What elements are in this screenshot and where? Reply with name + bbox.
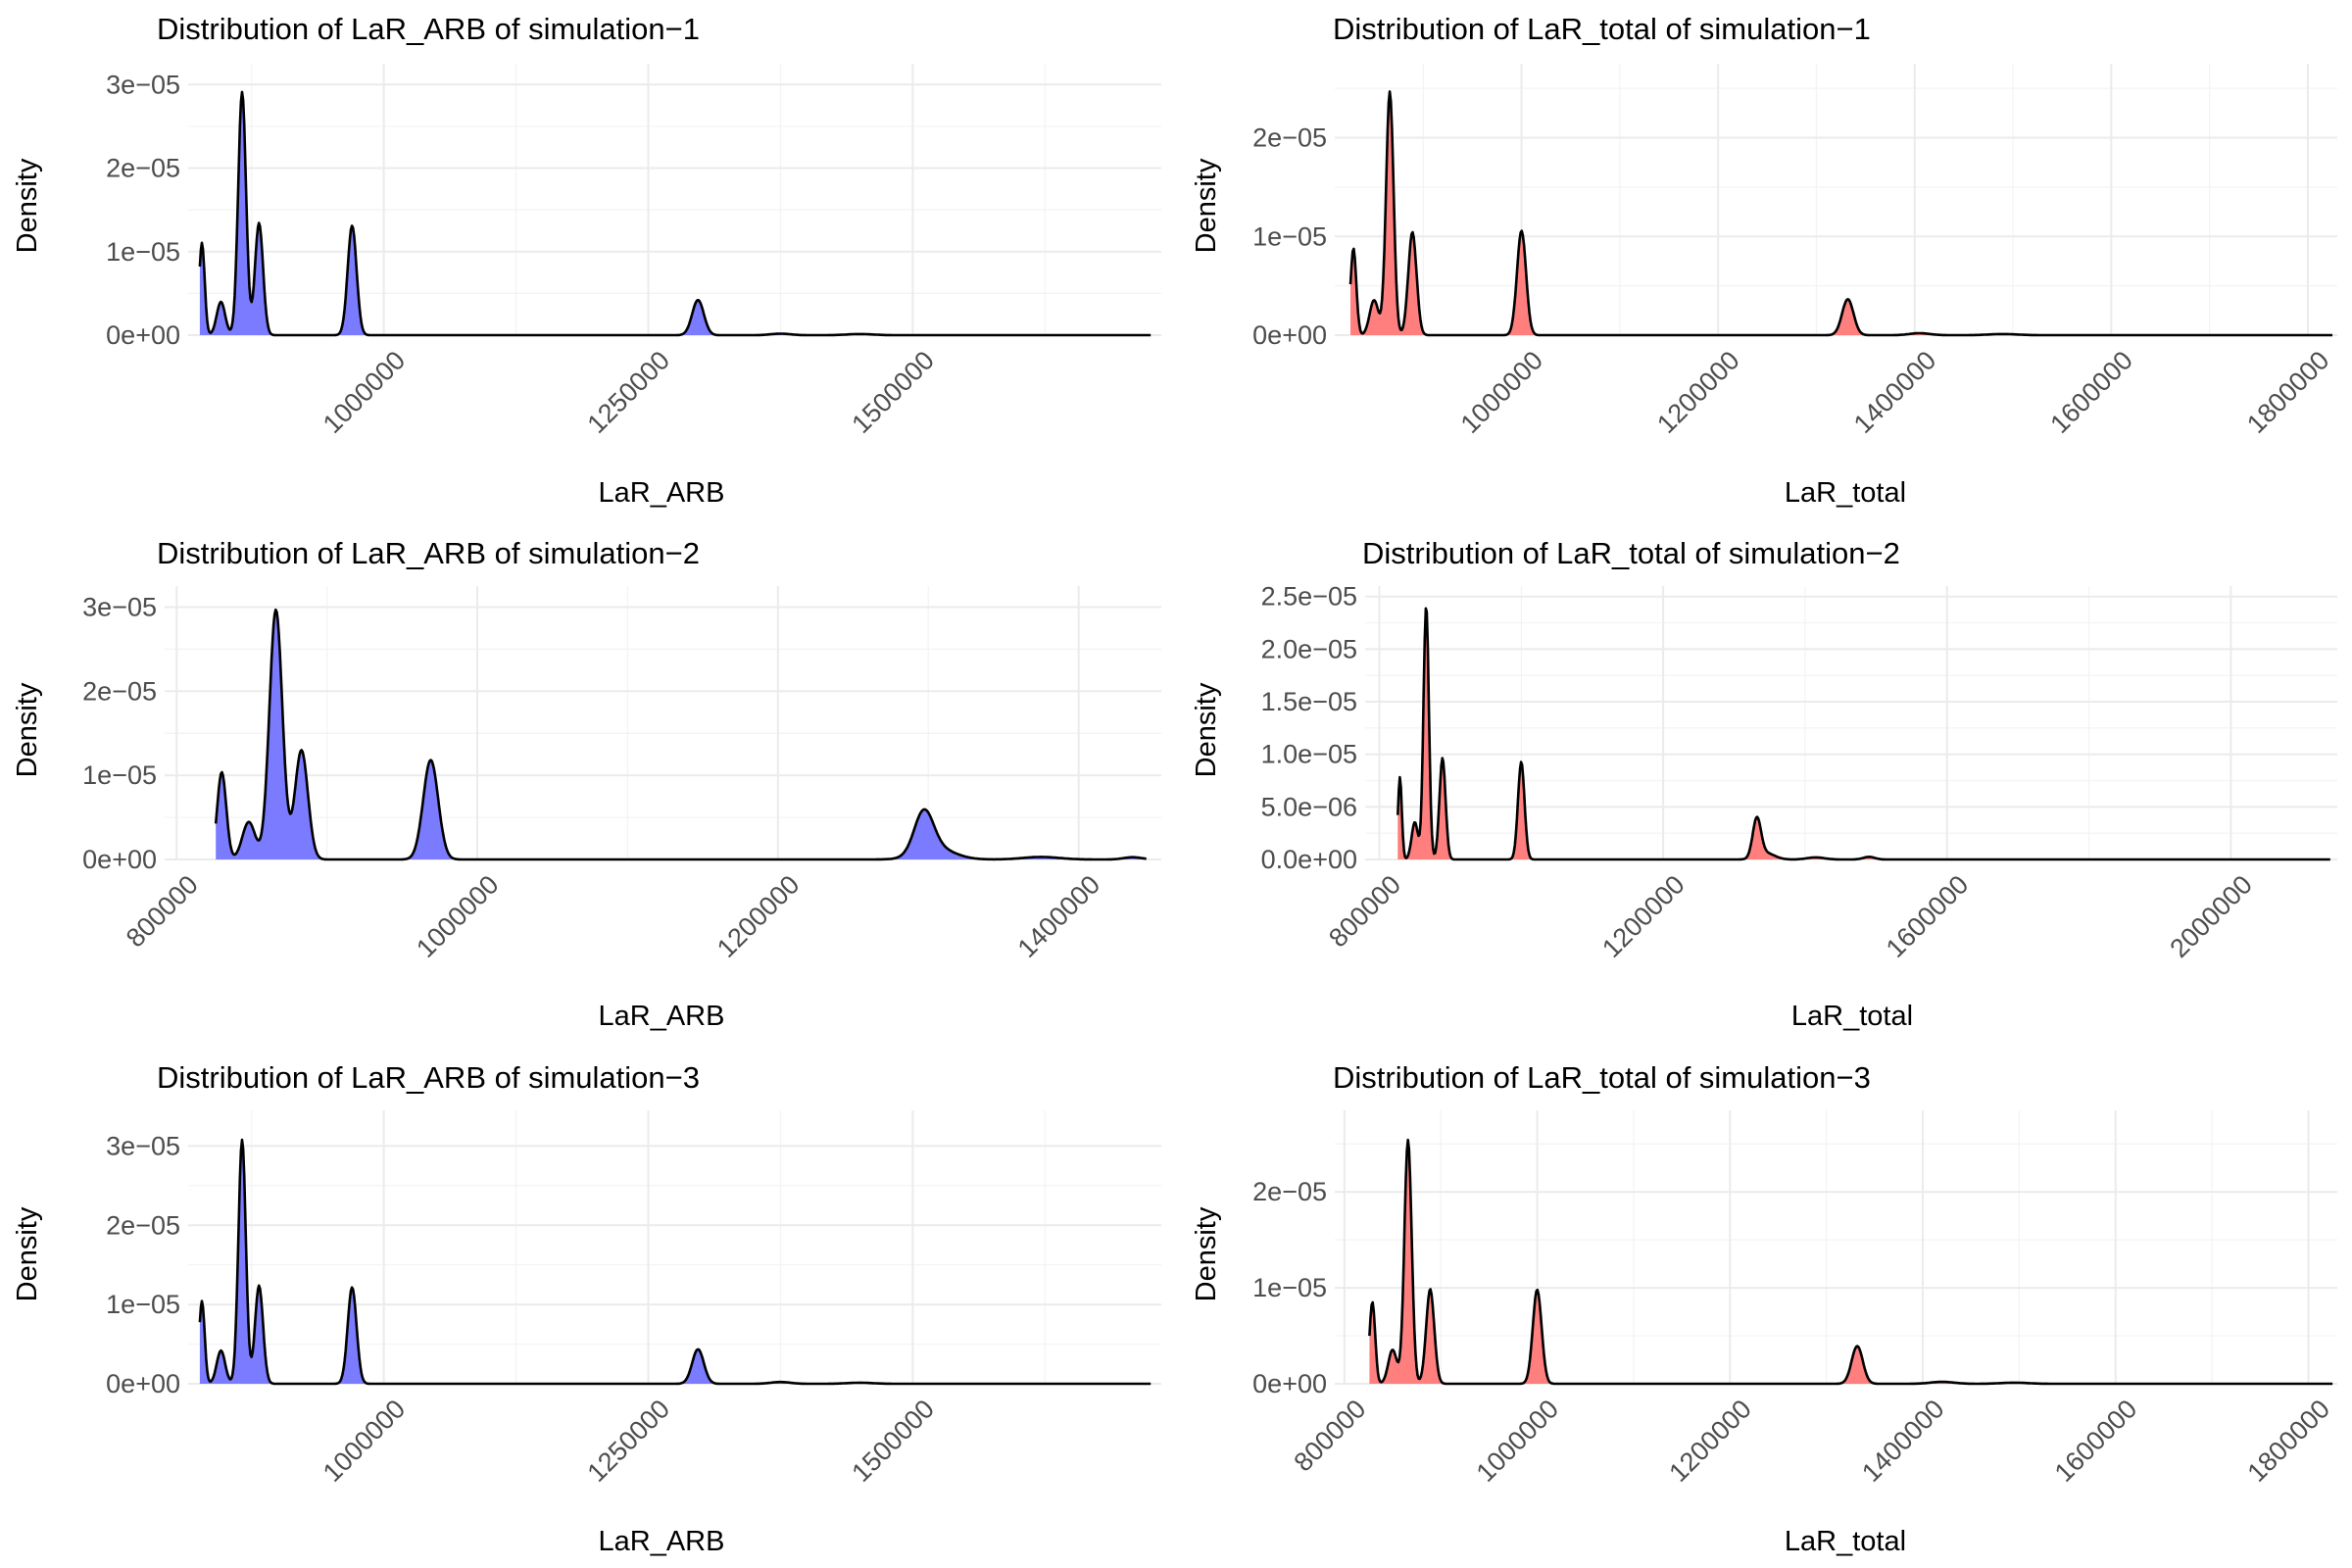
y-tick-label: 2e−05 [1252, 1177, 1327, 1206]
density-line [1368, 1138, 2333, 1386]
y-axis-title: Density [1191, 158, 1222, 253]
panel-title: Distribution of LaR_total of simulation−… [1333, 1060, 1871, 1095]
x-axis-title: LaR_ARB [599, 477, 725, 509]
density-line [1348, 90, 2333, 337]
y-tick-label: 1e−05 [106, 237, 180, 267]
gridlines [1335, 1110, 2337, 1385]
panel-title: Distribution of LaR_ARB of simulation−2 [157, 536, 700, 570]
y-tick-label: 3e−05 [106, 1131, 180, 1160]
y-tick-label: 0e+00 [106, 320, 180, 350]
y-axis-title: Density [1191, 1206, 1222, 1301]
y-tick-label: 0e+00 [106, 1369, 180, 1398]
y-tick-label: 2e−05 [106, 154, 180, 183]
panel-title: Distribution of LaR_total of simulation−… [1362, 536, 1900, 570]
y-tick-label: 2e−05 [82, 676, 157, 706]
x-axis-title: LaR_ARB [599, 1526, 725, 1557]
y-tick-label: 2e−05 [106, 1210, 180, 1240]
y-tick-label: 2.0e−05 [1261, 634, 1357, 663]
y-tick-label: 1.0e−05 [1261, 740, 1357, 769]
panel-lar-arb-sim-3: Distribution of LaR_ARB of simulation−3 … [12, 1060, 1161, 1557]
y-tick-label: 2.5e−05 [1261, 582, 1357, 612]
y-tick-label: 5.0e−06 [1261, 792, 1357, 821]
x-axis-title: LaR_total [1785, 1526, 1906, 1557]
y-tick-label: 2e−05 [1252, 123, 1327, 153]
y-axis-title: Density [1191, 682, 1222, 777]
panel-title: Distribution of LaR_total of simulation−… [1333, 12, 1871, 46]
x-axis-title: LaR_total [1785, 477, 1906, 509]
y-tick-label: 3e−05 [82, 592, 157, 621]
y-tick-label: 1e−05 [1252, 1273, 1327, 1302]
panel-title: Distribution of LaR_ARB of simulation−3 [157, 1060, 700, 1095]
y-tick-label: 0e+00 [82, 845, 157, 874]
density-line [1396, 607, 2330, 861]
y-tick-label: 1e−05 [82, 760, 157, 790]
panel-title: Distribution of LaR_ARB of simulation−1 [157, 12, 700, 46]
x-axis-title: LaR_total [1791, 1001, 1913, 1032]
y-tick-label: 0e+00 [1252, 320, 1327, 350]
density-line [198, 90, 1152, 337]
y-axis-title: Density [12, 682, 43, 777]
density-line [214, 608, 1147, 861]
y-axis-title: Density [12, 158, 43, 253]
x-axis-title: LaR_ARB [599, 1001, 725, 1032]
density-line [198, 1138, 1152, 1386]
y-tick-label: 0e+00 [1252, 1369, 1327, 1398]
y-tick-label: 0.0e+00 [1261, 845, 1357, 874]
y-tick-label: 1.5e−05 [1261, 687, 1357, 716]
y-tick-label: 1e−05 [1252, 221, 1327, 251]
y-tick-label: 3e−05 [106, 70, 180, 99]
density-area [216, 610, 1147, 859]
y-tick-label: 1e−05 [106, 1290, 180, 1319]
y-axis-title: Density [12, 1206, 43, 1301]
